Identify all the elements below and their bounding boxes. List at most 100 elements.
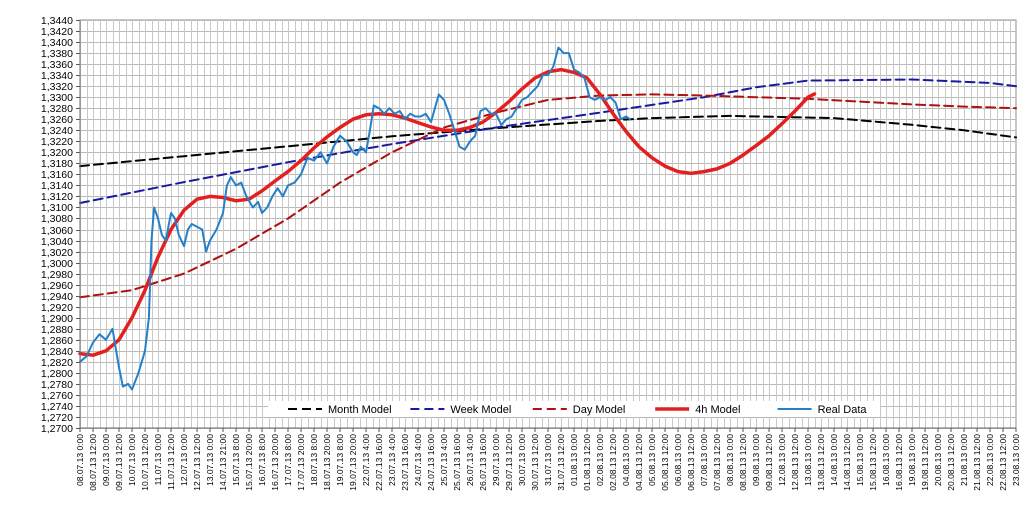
y-tick-label: 1,2820: [41, 357, 73, 369]
y-tick-label: 1,2840: [41, 346, 73, 358]
x-tick-label: 04.08.13 12:00: [634, 434, 644, 491]
x-tick-label: 26.07.13 16:00: [478, 434, 488, 491]
x-tick-label: 11.07.13 12:00: [166, 434, 176, 490]
x-tick-label: 05.08.13 0:00: [647, 434, 657, 486]
y-tick-label: 1,3160: [41, 169, 73, 181]
y-tick-label: 1,3380: [41, 48, 73, 60]
axes: 1,27001,27201,27401,27601,27801,28001,28…: [41, 15, 1021, 491]
y-tick-label: 1,3360: [41, 59, 73, 71]
x-tick-label: 10.07.13 12:00: [140, 434, 150, 491]
x-tick-label: 21.08.13 0:00: [959, 434, 969, 486]
y-tick-label: 1,2860: [41, 335, 73, 347]
legend: Month Model Week Model Day Model 4h Model Re…: [268, 401, 880, 417]
x-tick-label: 15.08.13 12:00: [868, 434, 878, 491]
y-tick-label: 1,2780: [41, 379, 73, 391]
x-tick-label: 25.07.13 16:00: [452, 434, 462, 491]
x-tick-label: 31.07.13 0:00: [543, 434, 553, 486]
series-layer: [78, 46, 1017, 391]
x-tick-label: 07.08.13 0:00: [699, 434, 709, 486]
y-tick-label: 1,2880: [41, 324, 73, 336]
x-tick-label: 16.08.13 0:00: [881, 434, 891, 486]
x-tick-label: 13.08.13 0:00: [803, 434, 813, 486]
y-tick-label: 1,3220: [41, 136, 73, 148]
x-tick-label: 31.07.13 12:00: [556, 434, 566, 491]
y-tick-label: 1,3040: [41, 236, 73, 248]
y-tick-label: 1,3400: [41, 37, 73, 49]
x-tick-label: 19.07.13 8:00: [335, 434, 345, 486]
x-tick-label: 02.08.13 0:00: [595, 434, 605, 486]
x-tick-label: 09.07.13 12:00: [114, 434, 124, 491]
x-tick-label: 24.07.13 4:00: [413, 434, 423, 486]
x-tick-label: 18.07.13 20:00: [322, 434, 332, 491]
x-tick-label: 22.07.13 4:00: [361, 434, 371, 486]
x-tick-label: 16.07.13 8:00: [257, 434, 267, 486]
x-tick-label: 11.07.13 0:00: [153, 434, 163, 486]
x-tick-label: 08.08.13 0:00: [725, 434, 735, 486]
x-tick-label: 25.07.13 4:00: [439, 434, 449, 486]
y-tick-label: 1,3180: [41, 158, 73, 170]
x-tick-label: 16.07.13 20:00: [270, 434, 280, 491]
x-tick-label: 29.07.13 12:00: [504, 434, 514, 491]
x-tick-label: 06.08.13 0:00: [673, 434, 683, 486]
x-tick-label: 12.08.13 12:00: [790, 434, 800, 491]
y-tick-label: 1,3140: [41, 180, 73, 192]
x-tick-label: 29.07.13 0:00: [491, 434, 501, 486]
y-tick-label: 1,2740: [41, 401, 73, 413]
x-tick-label: 17.07.13 20:00: [296, 434, 306, 491]
y-tick-label: 1,2720: [41, 412, 73, 424]
y-tick-label: 1,2940: [41, 291, 73, 303]
x-tick-label: 22.08.13 12:00: [998, 434, 1008, 491]
x-tick-label: 01.08.13 12:00: [582, 434, 592, 491]
x-tick-label: 09.07.13 0:00: [101, 434, 111, 486]
y-tick-label: 1,3100: [41, 202, 73, 214]
x-tick-label: 20.08.13 12:00: [946, 434, 956, 491]
y-tick-label: 1,2800: [41, 368, 73, 380]
x-tick-label: 13.08.13 12:00: [816, 434, 826, 491]
legend-label-real-data: Real Data: [818, 404, 868, 416]
y-tick-label: 1,2700: [41, 423, 73, 435]
y-tick-label: 1,3320: [41, 81, 73, 93]
y-tick-label: 1,3440: [41, 15, 73, 27]
x-tick-label: 08.07.13 0:00: [75, 434, 85, 486]
y-tick-label: 1,3420: [41, 26, 73, 38]
y-tick-label: 1,3200: [41, 147, 73, 159]
y-tick-label: 1,2920: [41, 302, 73, 314]
y-tick-label: 1,3020: [41, 247, 73, 259]
x-tick-label: 22.08.13 0:00: [985, 434, 995, 486]
x-tick-label: 10.07.13 0:00: [127, 434, 137, 486]
x-tick-label: 12.07.13 12:00: [192, 434, 202, 491]
y-tick-label: 1,3260: [41, 114, 73, 126]
x-tick-label: 26.07.13 4:00: [465, 434, 475, 486]
x-tick-label: 09.08.13 12:00: [764, 434, 774, 491]
y-tick-label: 1,3000: [41, 258, 73, 270]
x-tick-label: 19.08.13 12:00: [920, 434, 930, 491]
x-tick-label: 04.08.13 0:00: [621, 434, 631, 486]
x-tick-label: 19.07.13 20:00: [348, 434, 358, 491]
y-tick-label: 1,3120: [41, 191, 73, 203]
x-tick-label: 13.07.13 0:00: [205, 434, 215, 486]
x-tick-label: 06.08.13 12:00: [686, 434, 696, 491]
legend-label-day-model: Day Model: [573, 404, 626, 416]
series-line-real-data: [79, 46, 631, 391]
legend-label-week-model: Week Model: [450, 404, 511, 416]
y-tick-label: 1,2760: [41, 390, 73, 402]
x-tick-label: 21.08.13 12:00: [972, 434, 982, 491]
x-tick-label: 18.07.13 8:00: [309, 434, 319, 486]
y-tick-label: 1,2960: [41, 280, 73, 292]
x-tick-label: 15.07.13 20:00: [244, 434, 254, 491]
series-line-day-model: [79, 93, 1017, 299]
y-tick-label: 1,3240: [41, 125, 73, 137]
y-tick-label: 1,3300: [41, 92, 73, 104]
grid: [79, 19, 1017, 429]
x-tick-label: 09.08.13 0:00: [751, 434, 761, 486]
x-tick-label: 14.08.13 12:00: [842, 434, 852, 491]
x-tick-label: 23.08.13 0:00: [1011, 434, 1021, 486]
y-tick-label: 1,2980: [41, 269, 73, 281]
x-tick-label: 08.07.13 12:00: [88, 434, 98, 491]
x-tick-label: 14.07.13 21:00: [218, 434, 228, 491]
legend-label-4h-model: 4h Model: [695, 404, 740, 416]
x-tick-label: 12.07.13 0:00: [179, 434, 189, 486]
x-tick-label: 07.08.13 12:00: [712, 434, 722, 491]
